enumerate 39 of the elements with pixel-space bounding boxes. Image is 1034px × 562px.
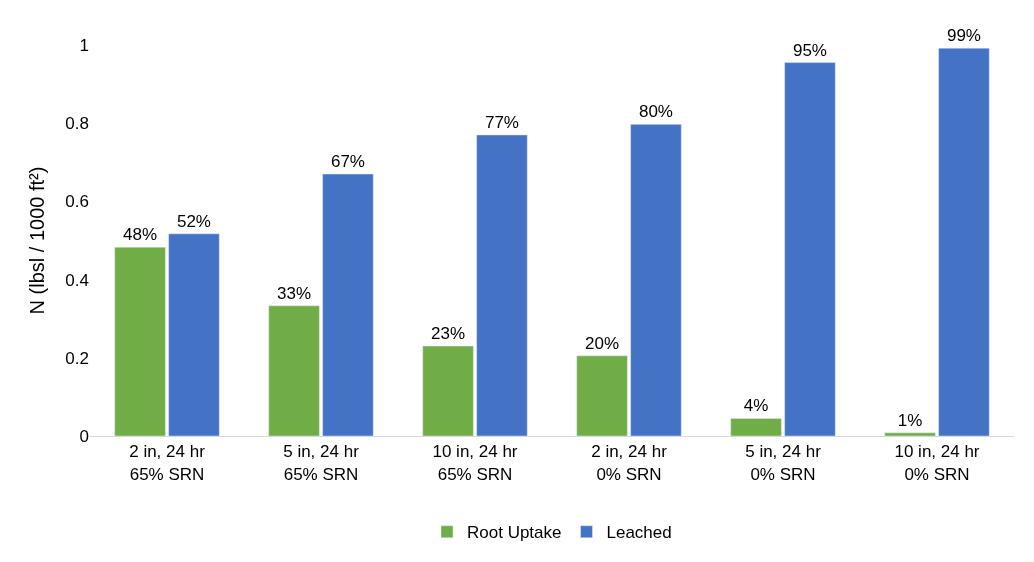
bar (476, 134, 528, 436)
legend-label: Root Uptake (467, 523, 562, 543)
bar (422, 345, 474, 436)
data-label: 23% (431, 324, 466, 344)
y-tick-label: 0 (79, 426, 89, 446)
data-label: 33% (277, 283, 312, 303)
x-tick-label: 10 in, 24 hr 65% SRN (432, 442, 518, 484)
data-label: 99% (946, 26, 981, 46)
y-axis-title: N (lbsl / 1000 ft²) (25, 166, 48, 315)
bar (884, 432, 936, 436)
y-tick-label: 0.4 (65, 270, 89, 290)
y-tick-label: 0.8 (65, 114, 89, 134)
y-tick-label: 1 (79, 35, 89, 55)
data-label: 80% (638, 102, 673, 122)
bar (268, 305, 320, 436)
x-tick-label: 5 in, 24 hr 0% SRN (745, 442, 822, 484)
bar (168, 233, 220, 436)
bar (938, 47, 990, 436)
data-label: 95% (792, 40, 827, 60)
y-tick-label: 0.6 (65, 192, 89, 212)
x-tick-label: 2 in, 24 hr 65% SRN (129, 442, 206, 484)
data-label: 4% (743, 396, 769, 416)
legend-label: Leached (606, 523, 672, 543)
data-label: 67% (330, 152, 365, 172)
bar (630, 124, 682, 436)
bar (784, 62, 836, 436)
data-label: 52% (176, 211, 211, 231)
data-label: 48% (123, 225, 158, 245)
data-label: 20% (585, 333, 620, 353)
bar (322, 173, 374, 436)
bar (576, 355, 628, 436)
y-tick-label: 0.2 (65, 348, 89, 368)
x-tick-label: 10 in, 24 hr 0% SRN (894, 442, 980, 484)
x-tick-label: 5 in, 24 hr 65% SRN (283, 442, 360, 484)
bar (730, 418, 782, 436)
data-label: 1% (897, 410, 923, 430)
bar (114, 246, 166, 436)
x-tick-label: 2 in, 24 hr 0% SRN (591, 442, 668, 484)
data-label: 77% (484, 112, 519, 132)
